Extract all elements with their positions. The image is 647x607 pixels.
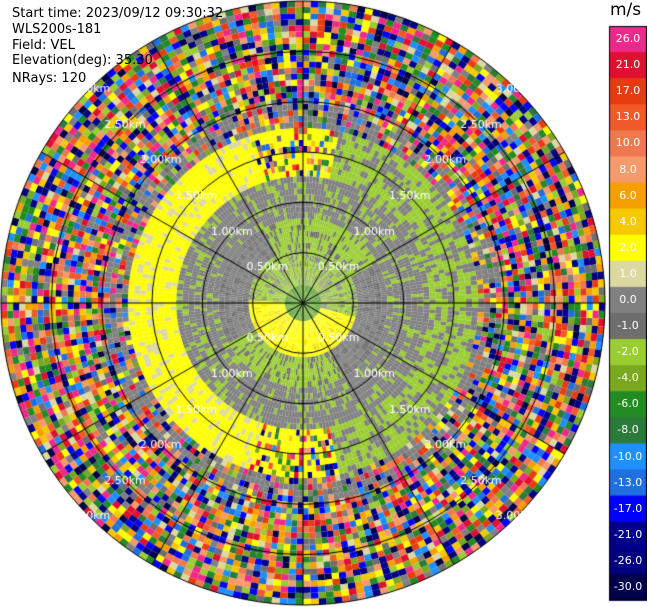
instrument-name: WLS200s-181: [12, 22, 102, 37]
colorbar-tick-label: 2.0: [619, 240, 637, 254]
colorbar-tick-label: -8.0: [617, 423, 639, 437]
colorbar-tick-label: -26.0: [613, 553, 643, 567]
colorbar-tick-label: 8.0: [619, 162, 637, 176]
colorbar-tick-label: -13.0: [613, 475, 643, 489]
nrays-text: NRays: 120: [12, 71, 87, 86]
colorbar-tick-label: 17.0: [615, 84, 641, 98]
colorbar-tick-label: 21.0: [615, 58, 641, 72]
elevation-text: Elevation(deg): 35.30: [12, 53, 153, 68]
colorbar-tick-label: 1.0: [619, 266, 637, 280]
colorbar-tick-label: -10.0: [613, 449, 643, 463]
colorbar-tick-label: 6.0: [619, 188, 637, 202]
colorbar-tick-label: -17.0: [613, 501, 643, 515]
colorbar-tick-label: 26.0: [615, 32, 641, 46]
colorbar-tick-label: -30.0: [613, 579, 643, 593]
colorbar-tick-label: 13.0: [615, 110, 641, 124]
colorbar-tick-label: 10.0: [615, 136, 641, 150]
colorbar-tick-label: -6.0: [617, 397, 639, 411]
colorbar-title: m/s: [610, 0, 642, 20]
colorbar-tick-label: 4.0: [619, 214, 637, 228]
colorbar-tick-label: 0.0: [619, 292, 637, 306]
colorbar-tick-label: -2.0: [617, 345, 639, 359]
field-text: Field: VEL: [12, 38, 75, 53]
colorbar-tick-label: -4.0: [617, 371, 639, 385]
colorbar-tick-label: -1.0: [617, 319, 639, 333]
colorbar-tick-label: -21.0: [613, 527, 643, 541]
start-time-text: Start time: 2023/09/12 09:30:32: [12, 6, 224, 21]
